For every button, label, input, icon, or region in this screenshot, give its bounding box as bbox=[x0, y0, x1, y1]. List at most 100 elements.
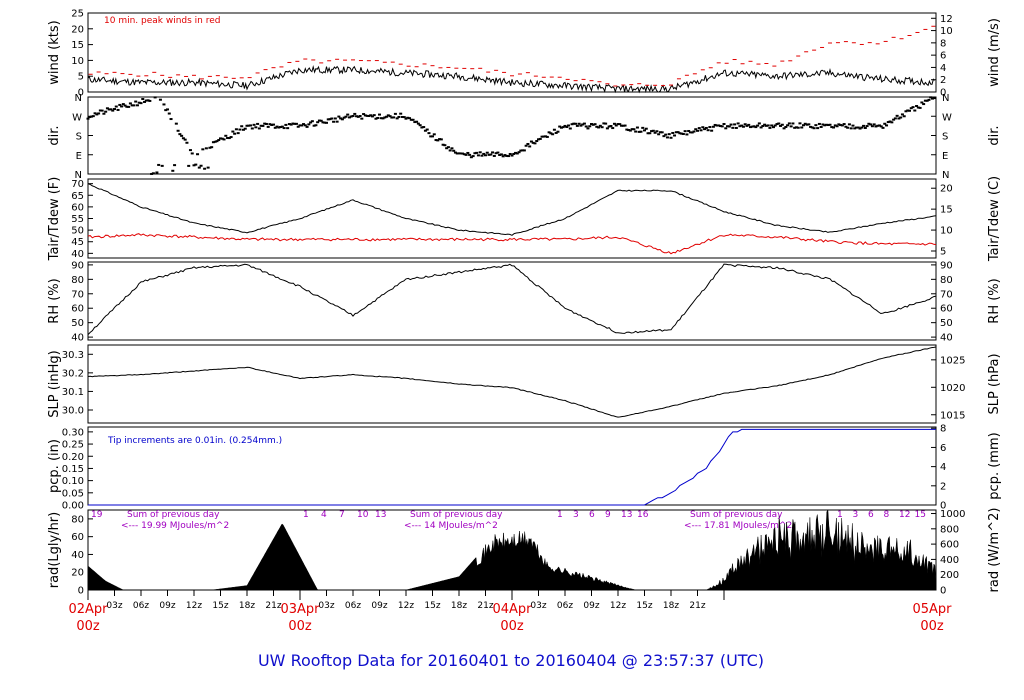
slp-right-tick-label: 1015 bbox=[940, 410, 965, 421]
dir-point bbox=[646, 132, 650, 135]
dir-point bbox=[521, 149, 525, 152]
dir-point bbox=[529, 140, 533, 143]
dir-point bbox=[727, 125, 731, 128]
dir-point bbox=[369, 114, 373, 117]
dir-point bbox=[823, 124, 827, 127]
rad-hour-mark: 1 bbox=[557, 510, 563, 520]
dir-point bbox=[501, 155, 505, 158]
dir-point bbox=[623, 124, 627, 127]
dir-point bbox=[478, 151, 482, 154]
dir-point bbox=[340, 118, 344, 121]
dir-point bbox=[900, 113, 904, 116]
dir-point bbox=[853, 127, 857, 130]
dir-point bbox=[146, 99, 150, 102]
dir-point bbox=[97, 112, 101, 115]
dir-point bbox=[492, 154, 496, 157]
dir-point bbox=[886, 121, 890, 124]
dir-point bbox=[105, 107, 109, 110]
dir-point bbox=[100, 109, 104, 112]
dir-point bbox=[473, 152, 477, 155]
dir-point bbox=[420, 126, 424, 129]
dir-point bbox=[273, 126, 277, 129]
dir-point bbox=[683, 130, 687, 133]
dir-point bbox=[397, 115, 401, 118]
dir-point bbox=[770, 124, 774, 127]
dir-point bbox=[828, 123, 832, 126]
dir-point bbox=[143, 100, 147, 103]
dir-point bbox=[310, 120, 314, 123]
dir-point bbox=[840, 124, 844, 127]
dir-point bbox=[95, 113, 99, 116]
dir-point bbox=[537, 138, 540, 141]
dir-point bbox=[542, 135, 546, 138]
dir-point bbox=[667, 133, 671, 136]
rad-day-sum: <--- 14 MJoules/m^2 bbox=[404, 521, 498, 531]
dir-point bbox=[556, 130, 560, 133]
dir-point bbox=[635, 126, 639, 129]
x-tick-label: 03z bbox=[318, 601, 334, 611]
dir-point bbox=[899, 116, 903, 119]
dir-point bbox=[128, 102, 132, 105]
dir-point bbox=[480, 154, 484, 157]
dir-point bbox=[257, 127, 261, 130]
dir-point bbox=[862, 124, 866, 127]
dir-point bbox=[524, 144, 528, 147]
rad-area bbox=[87, 509, 937, 591]
dir-point bbox=[653, 131, 657, 134]
dir-point bbox=[498, 153, 502, 156]
dir-point bbox=[598, 124, 602, 127]
dir-point bbox=[356, 115, 360, 118]
dir-point bbox=[826, 124, 830, 127]
pcp-ylabel-left: pcp. (in) bbox=[47, 439, 62, 493]
x-tick-label: 15z bbox=[212, 601, 228, 611]
dir-point bbox=[141, 98, 145, 101]
pcp-ylabel-right: pcp. (mm) bbox=[987, 432, 1002, 499]
rad-hour-mark: 7 bbox=[339, 510, 345, 520]
dir-point bbox=[312, 124, 316, 127]
dir-point bbox=[575, 124, 579, 127]
dir-point bbox=[718, 125, 722, 128]
dir-point bbox=[427, 132, 431, 135]
rad-right-tick-label: 600 bbox=[940, 540, 959, 551]
dir-point bbox=[535, 140, 539, 143]
dir-tick-label-left: N bbox=[75, 170, 82, 181]
dir-point bbox=[812, 127, 816, 130]
dir-point bbox=[918, 106, 922, 109]
rh-ylabel-right: RH (%) bbox=[987, 278, 1002, 323]
rh-right-tick-label: 60 bbox=[940, 304, 953, 315]
dir-point bbox=[817, 122, 821, 125]
wind-right-tick-label: 2 bbox=[940, 75, 946, 86]
rad-hour-mark: 3 bbox=[853, 510, 859, 520]
dir-point bbox=[157, 163, 161, 166]
dir-point bbox=[388, 115, 392, 118]
slp-ylabel-left: SLP (inHg) bbox=[47, 350, 62, 418]
dir-point bbox=[833, 124, 837, 127]
dir-point bbox=[185, 141, 189, 144]
dir-point bbox=[681, 133, 685, 136]
dir-point bbox=[325, 121, 328, 124]
rad-left-tick-label: 80 bbox=[71, 514, 84, 525]
dir-point bbox=[706, 129, 710, 132]
dir-point bbox=[510, 154, 514, 157]
dir-point bbox=[346, 113, 350, 116]
dir-point bbox=[121, 103, 125, 106]
dir-point bbox=[872, 123, 876, 126]
dir-point bbox=[222, 138, 226, 141]
dir-point bbox=[491, 151, 495, 154]
dir-point bbox=[259, 124, 263, 127]
dir-point bbox=[443, 144, 447, 147]
dir-point bbox=[545, 135, 549, 138]
dir-point bbox=[169, 118, 173, 121]
dir-tick-label-right: N bbox=[942, 93, 949, 104]
dir-point bbox=[400, 115, 404, 118]
dir-point bbox=[577, 122, 581, 125]
chart-title: UW Rooftop Data for 20160401 to 20160404… bbox=[258, 651, 764, 670]
dir-point bbox=[881, 126, 885, 129]
panel-frames bbox=[87, 12, 937, 600]
x-day-label: 02Apr bbox=[68, 602, 108, 617]
rad-first-mark: 19 bbox=[91, 510, 103, 520]
dir-point bbox=[710, 129, 714, 132]
dir-point bbox=[738, 125, 742, 128]
dir-point bbox=[466, 151, 470, 154]
slp-ylabel-right: SLP (hPa) bbox=[987, 353, 1002, 414]
